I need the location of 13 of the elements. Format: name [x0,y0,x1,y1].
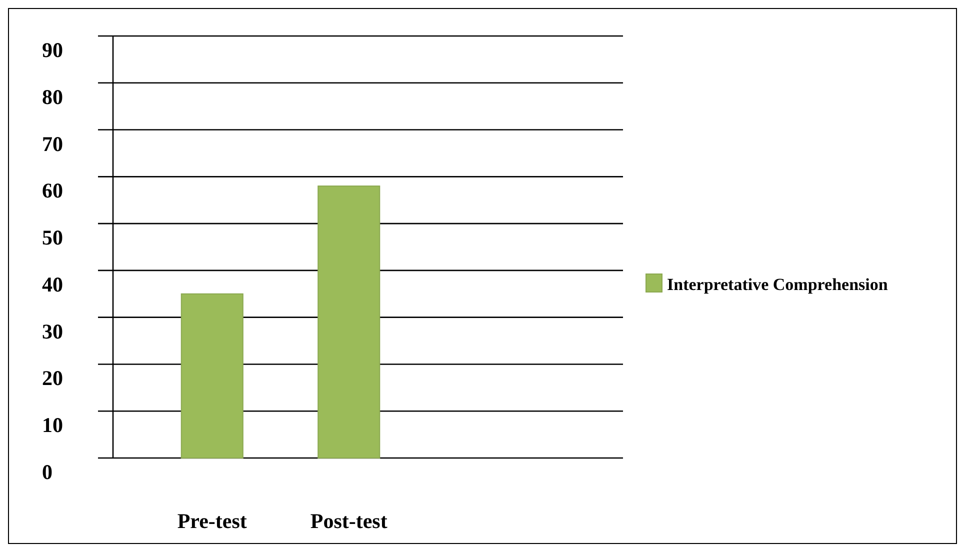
y-tick-label: 40 [42,272,63,296]
y-tick-label: 60 [42,178,63,203]
legend-label: Interpretative Comprehension [667,275,888,294]
y-tick-label: 80 [42,84,63,109]
y-tick-label: 70 [42,132,63,156]
y-tick-label: 20 [42,366,63,390]
y-tick-label: 10 [42,413,63,438]
x-tick-label: Post-test [310,509,388,533]
y-tick-label: 50 [42,226,63,250]
y-tick-label: 0 [42,460,52,484]
y-tick-label: 30 [42,319,63,344]
y-tick-label: 90 [42,38,63,62]
x-tick-label: Pre-test [177,509,247,533]
